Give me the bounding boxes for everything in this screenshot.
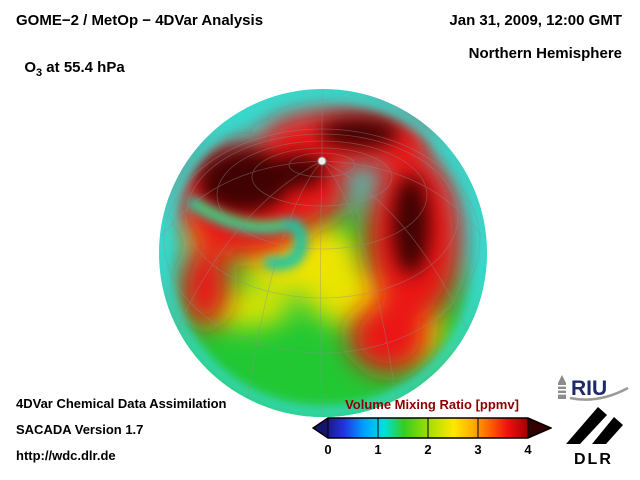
dlr-emblem-icon [566,407,623,444]
field-hook-filament [186,196,308,271]
riu-swoosh [569,386,629,401]
colorbar-title: Volume Mixing Ratio [ppmv] [345,397,519,412]
colorbar-underflow-arrow [313,418,328,438]
colorbar-tick-1: 1 [374,442,382,457]
dlr-logo-text: DLR [574,451,613,468]
footer-version-text: SACADA Version 1.7 [16,422,144,437]
colorbar-tick-2: 2 [424,442,432,457]
subtitle-species: O [24,59,37,76]
globe-map [159,89,487,417]
colorbar-tick-4: 4 [524,442,532,457]
field-dark-cores [198,118,430,275]
page-title: GOME−2 / MetOp − 4DVar Analysis [16,12,264,29]
footer-assimilation-text: 4DVar Chemical Data Assimilation [16,396,227,411]
colorbar-tick-3: 3 [474,442,482,457]
colorbar [312,417,552,439]
dlr-logo: DLR [566,407,623,468]
field-rim-cyan [159,89,487,417]
subtitle-subscript: 3 [36,67,43,79]
north-pole-marker [317,156,327,166]
footer-url-text: http://wdc.dlr.de [16,448,116,463]
riu-tower-icon [557,375,567,399]
colorbar-tick-lines [327,418,529,438]
riu-logo-text: RIU [571,377,607,400]
riu-logo: RIU [557,375,629,401]
ozone-field [159,89,487,417]
colorbar-tick-0: 0 [324,442,332,457]
page-subtitle: O3 at 55.4 hPa [16,42,125,79]
subtitle-level: at 55.4 hPa [42,59,125,76]
colorbar-outline [312,417,552,439]
graticule [162,91,482,416]
date-text: Jan 31, 2009, 12:00 GMT [449,12,622,29]
hemisphere-text: Northern Hemisphere [468,45,622,62]
colorbar-overflow-arrow [528,418,551,438]
